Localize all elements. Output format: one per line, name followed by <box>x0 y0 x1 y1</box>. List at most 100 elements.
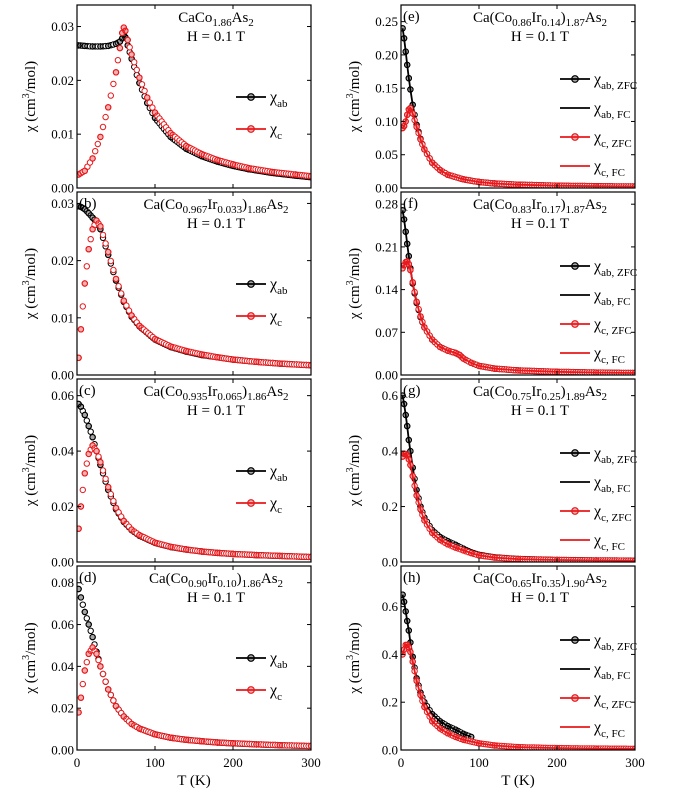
data-point <box>110 80 117 88</box>
data-point <box>253 741 260 748</box>
x-tick-label: 100 <box>469 755 489 770</box>
data-point <box>167 129 174 137</box>
data-point <box>99 670 107 678</box>
data-point <box>81 167 89 175</box>
data-point <box>102 240 109 247</box>
data-point <box>183 142 190 150</box>
panel-a: 0.00 0.01 0.02 0.03 χ (cm3/mol) CaCo1.86As2H … <box>21 4 312 196</box>
legend-marker <box>247 312 255 320</box>
data-point <box>136 74 143 81</box>
data-point <box>120 517 128 525</box>
panel-label: (g) <box>403 383 421 399</box>
legend-entry: χab, FC <box>560 287 630 308</box>
legend-label: χc, ZFC <box>593 690 632 711</box>
legend-entry: χab, ZFC <box>560 632 637 653</box>
series-e-3 <box>401 106 635 188</box>
legend-entry: χab <box>236 89 288 110</box>
panel-h: 0.0 0.2 0.4 0.6 0 100 200 300 T (K) χ (cm3/mol) (h… <box>345 565 645 789</box>
y-tick-label: 0.25 <box>375 14 398 29</box>
legend-label: χc, FC <box>593 158 625 179</box>
data-point <box>149 104 156 111</box>
y-tick-label: 0.02 <box>51 73 74 88</box>
data-point <box>83 615 91 622</box>
y-tick-label: 0.02 <box>51 253 74 268</box>
data-point <box>87 627 94 634</box>
y-tick-label: 0.14 <box>375 282 398 297</box>
axes-frame-h <box>400 565 636 751</box>
panel-title: Ca(Co0.83Ir0.17)1.87As2 <box>473 197 607 216</box>
legend-marker <box>571 320 579 328</box>
data-point <box>77 525 82 532</box>
x-axis-label: T (K) <box>501 773 534 789</box>
data-point <box>79 486 87 494</box>
data-point <box>83 263 91 270</box>
data-point <box>85 650 92 657</box>
data-point <box>107 257 115 265</box>
data-point <box>99 467 107 474</box>
data-point <box>229 740 237 747</box>
y-tick-label: 0.28 <box>375 197 398 212</box>
x-tick-label: 200 <box>547 755 567 770</box>
data-point <box>95 453 102 460</box>
y-tick-label: 0.10 <box>375 114 398 129</box>
data-point <box>167 734 174 741</box>
data-point <box>97 459 104 466</box>
data-point <box>97 133 104 141</box>
panel-title: Ca(Co0.86Ir0.14)1.87As2 <box>473 10 607 29</box>
legend-marker <box>571 507 579 515</box>
data-point <box>114 57 122 64</box>
y-tick-label: 0.00 <box>375 181 398 196</box>
panel-title: Ca(Co0.65Ir0.35)1.90As2 <box>473 571 607 590</box>
y-tick-label: 0.01 <box>51 127 74 142</box>
legend-marker <box>571 75 579 83</box>
legend-entry: χab, ZFC <box>560 71 637 92</box>
plot-area-c <box>77 400 311 561</box>
data-point <box>77 42 82 49</box>
plot-area-f <box>401 207 635 375</box>
data-point <box>229 550 237 558</box>
plot-area-e <box>401 25 635 188</box>
legend-label: χc, FC <box>593 719 625 740</box>
data-point <box>268 168 276 176</box>
panel-f: 0.00 0.07 0.14 0.21 0.28 χ (cm3/mol) (f) Ca(Co0… <box>345 191 637 383</box>
plot-area-a <box>77 24 311 181</box>
data-point <box>118 290 125 297</box>
legend-entry: χc <box>236 121 282 142</box>
data-point <box>99 231 107 239</box>
data-point <box>79 303 87 310</box>
y-axis-label: χ (cm3/mol) <box>345 61 363 133</box>
series-line-h-3 <box>401 644 635 750</box>
data-point <box>276 742 283 749</box>
data-point <box>253 551 260 559</box>
data-point <box>79 680 87 688</box>
legend-label: χab, ZFC <box>593 258 637 279</box>
data-point <box>97 663 104 670</box>
field-label: H = 0.1 T <box>187 216 245 232</box>
y-tick-label: 0.02 <box>51 701 74 716</box>
series-line-g-3 <box>401 453 635 562</box>
legend-label: χab, FC <box>593 661 630 682</box>
data-point <box>123 302 130 309</box>
data-point <box>89 644 96 651</box>
data-point <box>81 470 89 477</box>
data-point <box>151 539 159 546</box>
data-point <box>99 123 107 131</box>
data-point <box>107 490 115 498</box>
legend-marker <box>571 694 579 702</box>
panel-label: (f) <box>403 196 418 212</box>
x-tick-label: 200 <box>223 755 243 770</box>
data-point <box>77 585 82 593</box>
data-point <box>89 226 96 233</box>
x-tick-label: 100 <box>145 755 165 770</box>
data-point <box>85 210 92 217</box>
panel-title: Ca(Co0.967Ir0.033)1.86As2 <box>143 197 288 216</box>
data-point <box>122 27 129 34</box>
legend-entry: χc, ZFC <box>560 129 632 150</box>
y-tick-label: 0.0 <box>382 555 398 570</box>
panel-g: 0.0 0.2 0.4 0.6 χ (cm3/mol) (g) Ca(Co0.75Ir0.2… <box>345 378 637 570</box>
data-point <box>115 283 122 290</box>
legend-entry: χc <box>236 308 282 329</box>
series-c-1 <box>77 442 311 561</box>
data-point <box>92 148 99 155</box>
legend-entry: χab, FC <box>560 661 630 682</box>
